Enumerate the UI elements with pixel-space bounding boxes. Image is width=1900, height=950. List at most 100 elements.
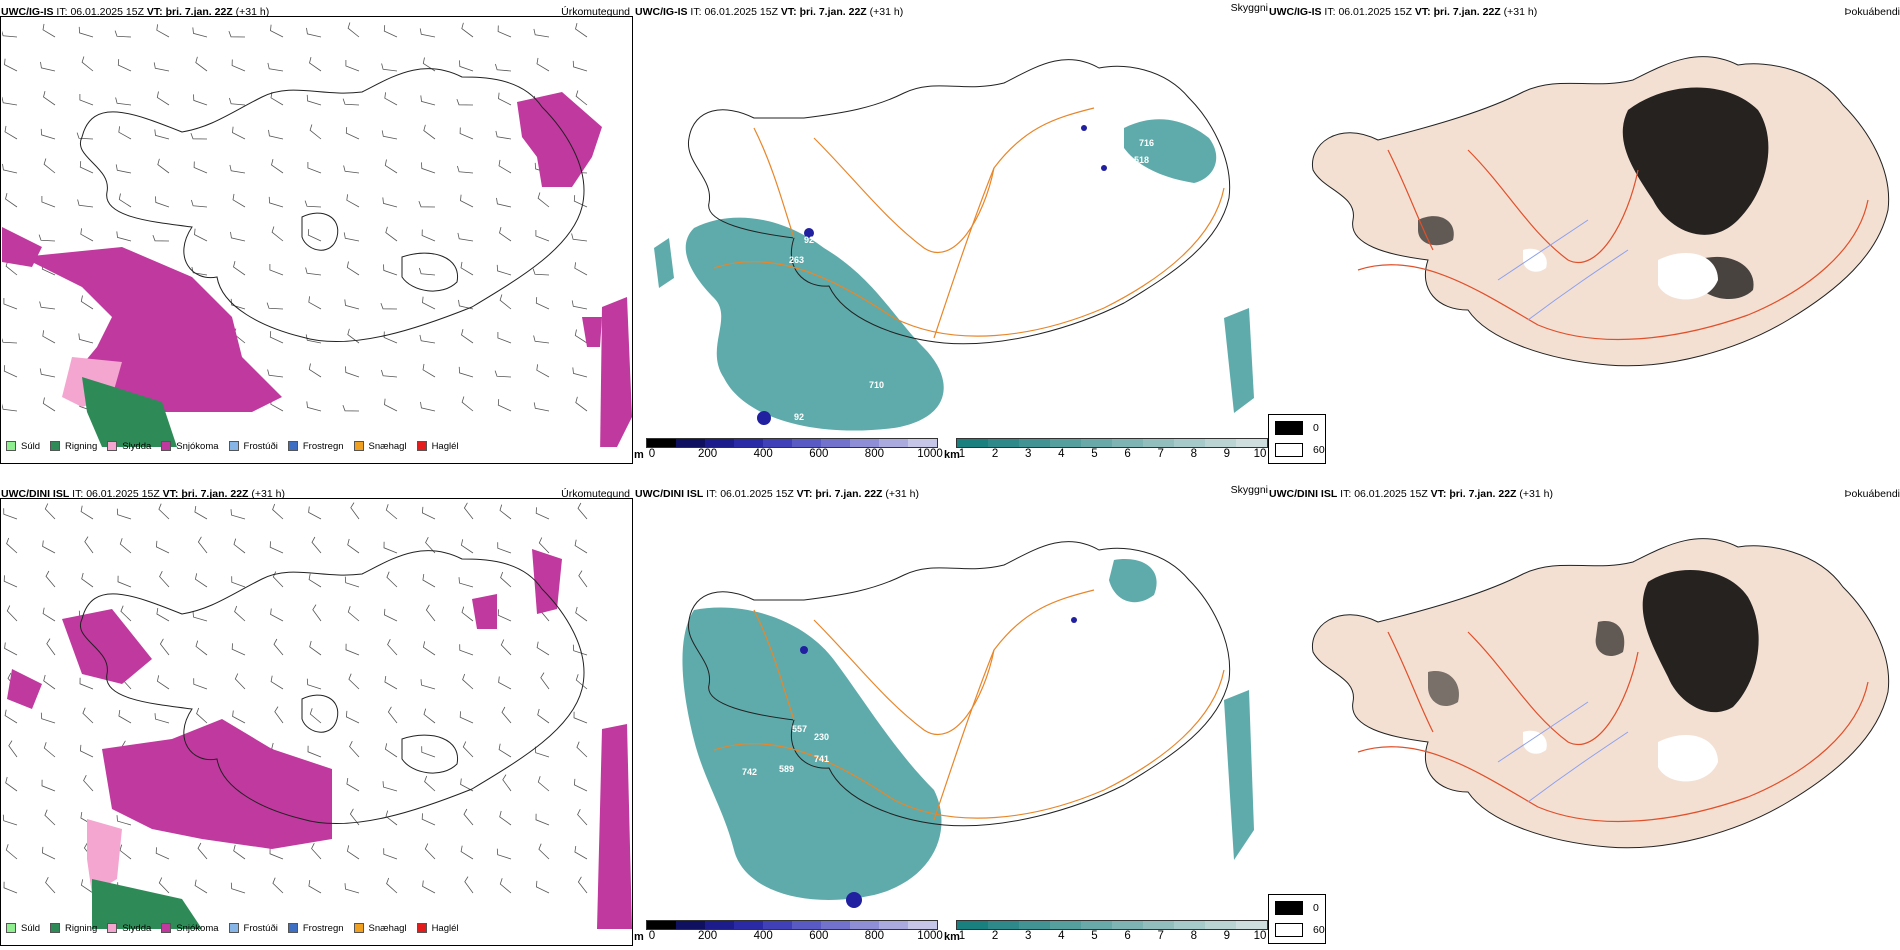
- wind-barb: [307, 162, 322, 174]
- wind-barb: [4, 58, 18, 72]
- wind-barb: [344, 576, 360, 588]
- wind-barb: [229, 164, 246, 174]
- cloud-base-spots: [757, 125, 1107, 425]
- fog-legend-row: 0: [1275, 421, 1319, 435]
- wind-barb: [3, 881, 18, 894]
- fog-legend-swatch: [1275, 443, 1303, 457]
- wind-barb: [309, 57, 322, 72]
- wind-barb: [158, 877, 170, 894]
- legend-swatch: [107, 441, 118, 451]
- road-network: [1357, 631, 1869, 823]
- map-value-label: 557: [792, 724, 807, 734]
- wind-barb: [230, 509, 246, 520]
- wind-barb: [308, 296, 322, 310]
- wind-barb: [308, 506, 322, 520]
- colorbar-cell: [1081, 921, 1112, 929]
- legend-swatch: [228, 923, 239, 933]
- wind-barb: [5, 776, 18, 792]
- iceland-land: [1311, 538, 1890, 849]
- legend-label: Súld: [21, 440, 41, 452]
- wind-barb: [494, 370, 512, 378]
- wind-barb: [8, 740, 18, 758]
- fog-shading: [1428, 570, 1759, 713]
- map-value-label: 263: [789, 255, 804, 265]
- row2-precip-legend: Súld Rigning Slydda Snjókoma Frostúði Frostre…: [0, 916, 630, 940]
- wind-barb: [425, 537, 436, 554]
- colorbar-cell: [763, 439, 792, 447]
- map-value-label: 199: [692, 797, 707, 807]
- fog-legend-label: 0: [1313, 422, 1319, 434]
- wind-barb: [309, 708, 322, 724]
- wind-barb: [81, 56, 94, 72]
- wind-barb: [79, 677, 94, 690]
- wind-barb: [535, 297, 550, 310]
- wind-barb: [154, 713, 170, 724]
- wind-barb: [233, 538, 246, 554]
- row2-cloudbase-colorbar: m 0 200 400 600 800 1000: [634, 920, 943, 948]
- wind-barb: [456, 98, 474, 106]
- colorbar-cell: [1143, 439, 1174, 447]
- wind-barb: [458, 366, 474, 378]
- wind-barb: [191, 266, 208, 276]
- row1-visibility-panel: UWC/IG-IS IT: 06.01.2025 15Z VT: þri. 7.…: [634, 0, 1268, 470]
- legend-label: Snæhagl: [368, 922, 407, 934]
- legend-item: Súld: [6, 923, 40, 934]
- iceland-outline: [687, 59, 1231, 345]
- wind-barb: [460, 261, 474, 276]
- legend-swatch: [353, 441, 364, 451]
- row2-precip-varname: Úrkomutegund: [561, 488, 630, 500]
- wind-barb: [496, 197, 512, 208]
- wind-barb: [229, 97, 246, 106]
- wind-barb: [571, 300, 588, 310]
- wind-barb: [497, 332, 512, 344]
- colorbar-tick: 1000: [917, 448, 943, 460]
- colorbar-cell: [676, 439, 705, 447]
- wind-barb: [46, 638, 56, 656]
- colorbar-tick: 9: [1223, 930, 1231, 942]
- wind-barb: [384, 743, 398, 758]
- wind-barb: [498, 676, 512, 690]
- wind-barb: [233, 844, 246, 860]
- colorbar-tick: 10: [1253, 930, 1267, 942]
- row1-fog-panel: UWC/IG-IS IT: 06.01.2025 15Z VT: þri. 7.…: [1268, 0, 1900, 470]
- wind-barb: [156, 91, 170, 106]
- wind-barb: [385, 810, 398, 826]
- wind-barb: [307, 745, 322, 758]
- wind-barb: [499, 294, 512, 310]
- wind-barb: [267, 369, 284, 378]
- wind-barb: [499, 810, 512, 826]
- wind-barb: [534, 746, 550, 758]
- wind-barb: [194, 506, 208, 520]
- colorbar-tick: 1: [958, 448, 966, 460]
- colorbar-tick: 10: [1253, 448, 1267, 460]
- colorbar-unit: m: [634, 931, 644, 943]
- row2-visibility-colorbar: km 1 2 3 4 5 6 7 8 9 10: [944, 920, 1268, 948]
- colorbar-tick: 8: [1190, 930, 1197, 942]
- legend-label: Slydda: [122, 922, 152, 934]
- wind-barb: [6, 605, 18, 622]
- map-value-label: 518: [1134, 155, 1149, 165]
- wind-barb: [419, 334, 436, 344]
- wind-barb: [461, 22, 474, 38]
- row1-precip-map-frame: [0, 16, 633, 464]
- wind-barb: [155, 847, 170, 860]
- map-value-label: 710: [869, 380, 884, 390]
- wind-barb: [502, 774, 512, 792]
- fog-legend-swatch: [1275, 901, 1303, 915]
- legend-item: Snjókoma: [161, 441, 219, 452]
- fog-legend-row: 60: [1275, 923, 1325, 937]
- wind-barb: [496, 848, 512, 860]
- row2-fog-varname: Þokuábendi: [1844, 488, 1900, 500]
- wind-barb: [386, 877, 398, 894]
- wind-barb: [497, 542, 512, 554]
- wind-barb: [424, 843, 436, 860]
- road-network: [1357, 149, 1869, 341]
- wind-barb: [115, 164, 132, 174]
- wind-barb: [419, 28, 436, 38]
- row2-fog-map: [1311, 538, 1890, 849]
- legend-item: Snjókoma: [161, 923, 219, 934]
- wind-barb: [574, 329, 588, 344]
- legend-swatch: [287, 923, 298, 933]
- wind-barb: [309, 640, 322, 656]
- wind-barb: [308, 573, 322, 588]
